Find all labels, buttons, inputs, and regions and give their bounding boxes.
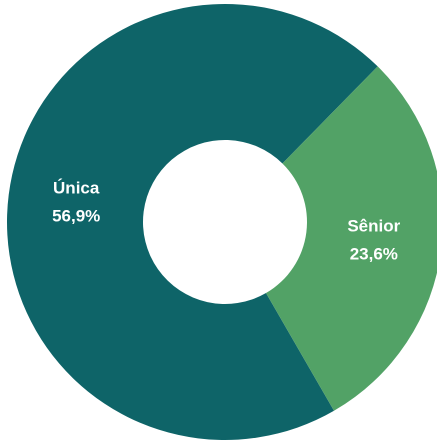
segment-value: 23,6% xyxy=(350,244,398,263)
donut-segment xyxy=(6,3,378,441)
donut-segment xyxy=(266,66,437,411)
segment-label: Sênior xyxy=(347,216,400,235)
segment-label: Única xyxy=(53,179,100,198)
segment-value: 56,9% xyxy=(52,207,100,226)
